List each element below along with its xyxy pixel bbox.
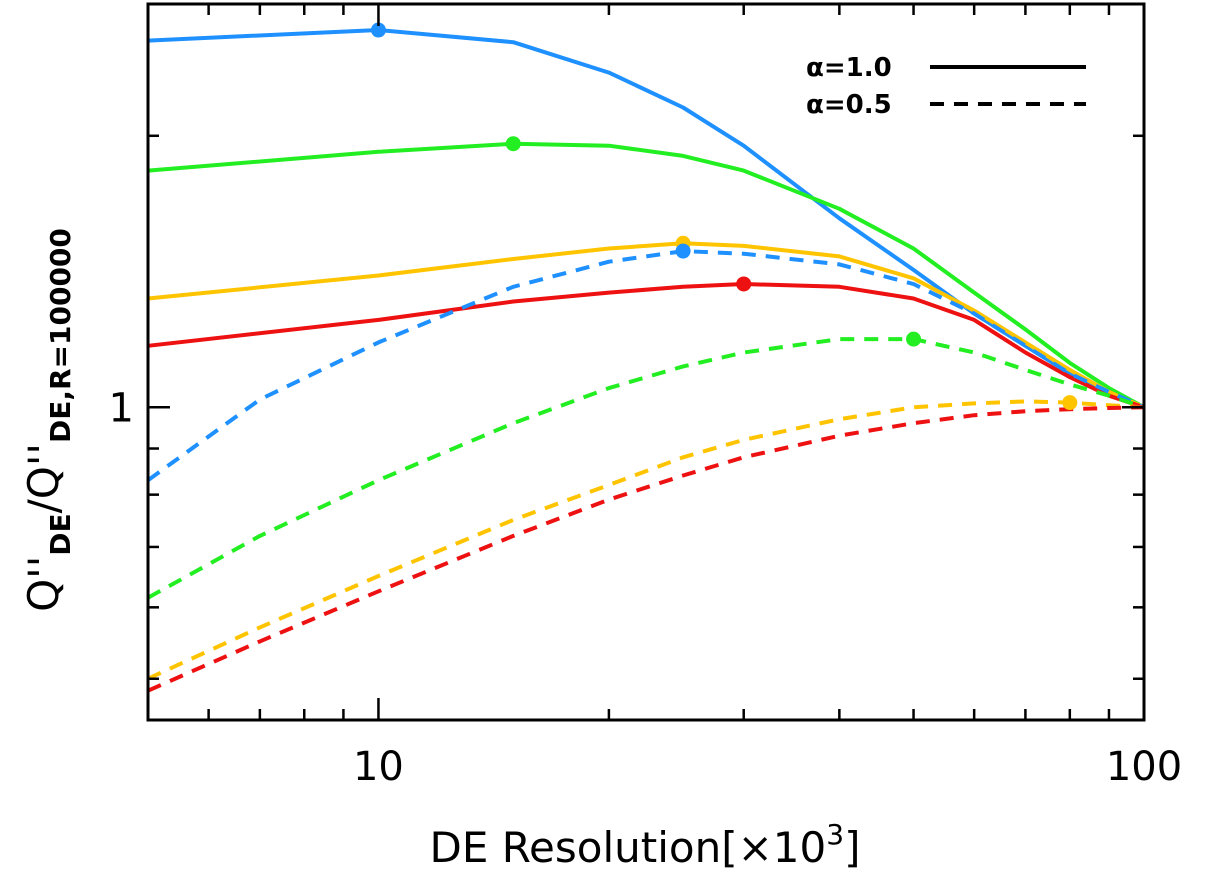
series-marker-5 (906, 331, 922, 347)
y-axis-title: Q''DE/Q''DE,R=100000 (19, 228, 77, 612)
tick-layer (146, 4, 1146, 720)
series-line-solid-3 (147, 282, 1145, 410)
legend: α=1.0 α=0.5 (806, 53, 1086, 120)
marker-layer (370, 22, 1078, 411)
y-tick-label: 1 (109, 385, 134, 431)
series-line-dashed-4 (146, 249, 1145, 482)
series-line-solid-2 (147, 241, 1145, 410)
series-marker-3 (736, 276, 752, 292)
series-marker-6 (1062, 395, 1078, 411)
label-layer: 10 100 1 (109, 385, 1183, 790)
x-tick-label: 10 (353, 744, 404, 790)
legend-label-dashed: α=0.5 (806, 90, 892, 120)
y-axis-title-sub2: DE,R=100000 (44, 228, 77, 443)
x-tick-label: 100 (1106, 744, 1182, 790)
series-marker-1 (505, 136, 521, 152)
series-marker-0 (370, 22, 386, 38)
series-line-solid-1 (147, 141, 1145, 410)
plot-frame (146, 2, 1146, 722)
series-marker-4 (675, 243, 691, 259)
y-axis-title-sub1: DE (44, 513, 77, 555)
y-axis-title-q2: /Q'' (19, 443, 68, 513)
series-line-dashed-5 (147, 337, 1145, 600)
x-axis-title-end: ] (844, 823, 860, 872)
x-axis-title-superscript: 3 (826, 818, 844, 851)
legend-label-solid: α=1.0 (806, 53, 892, 83)
x-axis-title-main: DE Resolution[×10 (430, 823, 827, 872)
series-line-dashed-6 (147, 399, 1145, 681)
series-layer (146, 28, 1145, 693)
y-axis-title-q1: Q'' (19, 556, 68, 612)
x-axis-title: DE Resolution[×103] (430, 818, 861, 872)
series-line-dashed-7 (147, 405, 1145, 693)
series-line-solid-0 (147, 28, 1145, 410)
